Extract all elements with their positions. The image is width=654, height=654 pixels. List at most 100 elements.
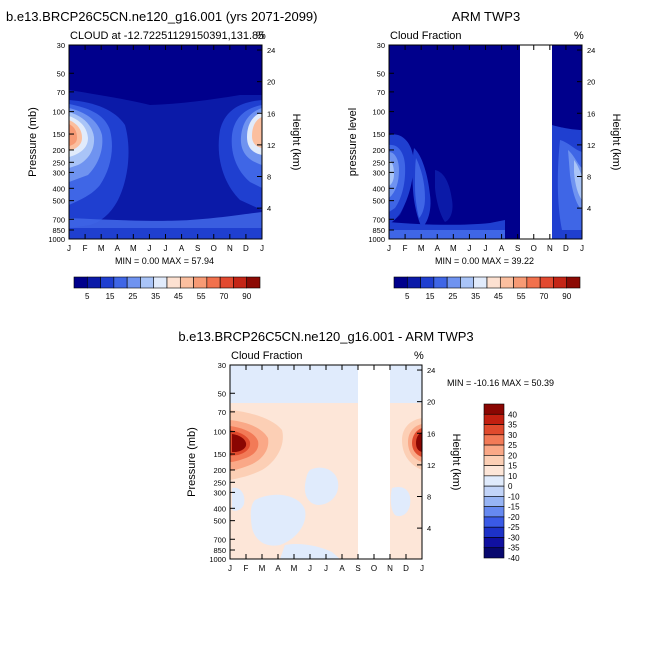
- colorbar-box: [393, 276, 408, 289]
- colorbar-label: -25: [508, 523, 520, 532]
- colorbar-label: 20: [508, 451, 517, 460]
- x-tick-label: D: [243, 244, 249, 253]
- y2-tick-label: 24: [587, 46, 595, 55]
- colorbar-box: [100, 276, 115, 289]
- x-tick-label: M: [450, 244, 457, 253]
- colorbar-label: 5: [405, 292, 410, 301]
- y-tick-label: 400: [372, 184, 385, 193]
- x-tick-label: J: [387, 244, 391, 253]
- x-tick-label: D: [403, 564, 409, 573]
- x-tick-label: J: [420, 564, 424, 573]
- x-tick-label: J: [308, 564, 312, 573]
- panel-diff-y2label: Height (km): [450, 434, 462, 491]
- y2-tick-label: 16: [587, 109, 595, 118]
- colorbar-label: 70: [539, 292, 548, 301]
- y-tick-label: 500: [213, 517, 226, 526]
- x-tick-label: O: [531, 244, 537, 253]
- y2-tick-label: 16: [427, 429, 435, 438]
- colorbar-label: -15: [508, 503, 520, 512]
- colorbar-label: 45: [174, 292, 183, 301]
- colorbar-label: -10: [508, 492, 520, 501]
- panel-obs-colorbar: 5 15 25 35 45 55 70 90: [393, 276, 581, 301]
- colorbar-box: [483, 516, 505, 528]
- colorbar-box: [526, 276, 541, 289]
- y2-tick-label: 16: [267, 109, 275, 118]
- y-tick-label: 30: [377, 41, 385, 50]
- colorbar-box: [140, 276, 155, 289]
- colorbar-box: [483, 537, 505, 549]
- panel-diff-ylabel: Pressure (mb): [186, 427, 198, 497]
- y-tick-label: 100: [372, 108, 385, 117]
- y2-tick-label: 4: [587, 204, 591, 213]
- colorbar-box: [483, 485, 505, 497]
- x-tick-label: J: [147, 244, 151, 253]
- y-tick-label: 1000: [48, 235, 65, 244]
- colorbar-box: [126, 276, 141, 289]
- x-tick-label: F: [83, 244, 88, 253]
- colorbar-label: 45: [494, 292, 503, 301]
- y2-tick-label: 4: [427, 524, 431, 533]
- colorbar-box: [246, 276, 261, 289]
- panel-model-colorbar: 5 15 25 35 45 55 70 90: [73, 276, 261, 301]
- x-tick-label: J: [67, 244, 71, 253]
- y-tick-label: 150: [213, 450, 226, 459]
- y-tick-label: 1000: [368, 235, 385, 244]
- y-tick-label: 50: [377, 69, 385, 78]
- x-tick-label: M: [98, 244, 105, 253]
- colorbar-box: [483, 465, 505, 477]
- colorbar-box: [113, 276, 128, 289]
- y2-tick-label: 8: [267, 172, 271, 181]
- x-tick-label: M: [130, 244, 137, 253]
- colorbar-label: 25: [448, 292, 457, 301]
- colorbar-box: [219, 276, 234, 289]
- colorbar-label: 10: [508, 472, 517, 481]
- colorbar-label: 55: [517, 292, 526, 301]
- colorbar-box: [483, 547, 505, 559]
- y2-tick-label: 20: [587, 78, 595, 87]
- colorbar-label: 15: [106, 292, 115, 301]
- colorbar-box: [473, 276, 488, 289]
- colorbar-label: 5: [85, 292, 90, 301]
- y-tick-label: 300: [213, 488, 226, 497]
- colorbar-label: 35: [151, 292, 160, 301]
- panel-model-axes: J F M A M J J A S O N D J305070100150200250300400500…: [48, 41, 275, 253]
- colorbar-box: [406, 276, 421, 289]
- panel-obs-y2label: Height (km): [610, 114, 622, 171]
- y-tick-label: 250: [52, 158, 65, 167]
- colorbar-label: 90: [562, 292, 571, 301]
- x-tick-label: S: [195, 244, 200, 253]
- panel-obs-left-label: Cloud Fraction: [390, 30, 462, 42]
- colorbar-box: [566, 276, 581, 289]
- x-tick-label: J: [484, 244, 488, 253]
- colorbar-box: [179, 276, 194, 289]
- y-tick-label: 200: [52, 146, 65, 155]
- colorbar-box: [193, 276, 208, 289]
- y-tick-label: 300: [372, 168, 385, 177]
- x-tick-label: M: [291, 564, 298, 573]
- colorbar-box: [166, 276, 181, 289]
- colorbar-box: [433, 276, 448, 289]
- y2-tick-label: 20: [427, 398, 435, 407]
- x-tick-label: J: [164, 244, 168, 253]
- y-tick-label: 150: [52, 130, 65, 139]
- x-tick-label: M: [259, 564, 266, 573]
- colorbar-label: 40: [508, 410, 517, 419]
- x-tick-label: J: [324, 564, 328, 573]
- panel-diff-title: b.e13.BRCP26C5CN.ne120_g16.001 - ARM TWP…: [178, 329, 473, 344]
- x-tick-label: A: [115, 244, 121, 253]
- colorbar-label: 55: [197, 292, 206, 301]
- panel-obs-axes: J F M A M J J A S O N D J305070100150200250300400500…: [368, 41, 595, 253]
- colorbar-label: 0: [508, 482, 513, 491]
- panel-diff-plot: [230, 365, 422, 559]
- y-tick-label: 400: [213, 504, 226, 513]
- x-tick-label: J: [260, 244, 264, 253]
- colorbar-label: 15: [426, 292, 435, 301]
- panel-obs-stats: MIN = 0.00 MAX = 39.22: [435, 256, 534, 266]
- panel-obs-title: ARM TWP3: [452, 9, 520, 24]
- panel-model: b.e13.BRCP26C5CN.ne120_g16.001 (yrs 2071…: [6, 9, 317, 301]
- panel-model-ylabel: Pressure (mb): [27, 107, 39, 177]
- y-tick-label: 300: [52, 168, 65, 177]
- y-tick-label: 250: [372, 158, 385, 167]
- x-tick-label: O: [371, 564, 377, 573]
